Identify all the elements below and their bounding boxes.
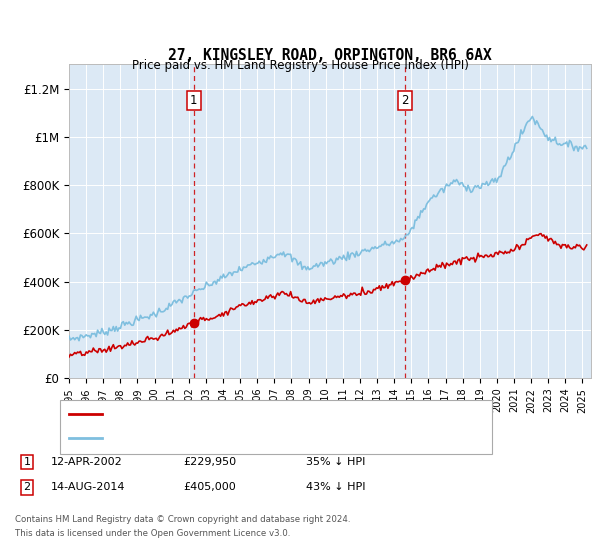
Text: 12-APR-2002: 12-APR-2002 [51,457,123,467]
Text: 14-AUG-2014: 14-AUG-2014 [51,482,125,492]
Title: 27, KINGSLEY ROAD, ORPINGTON, BR6 6AX: 27, KINGSLEY ROAD, ORPINGTON, BR6 6AX [168,48,492,63]
Text: 43% ↓ HPI: 43% ↓ HPI [306,482,365,492]
Text: HPI: Average price, detached house, Bromley: HPI: Average price, detached house, Brom… [109,433,357,444]
Text: This data is licensed under the Open Government Licence v3.0.: This data is licensed under the Open Gov… [15,529,290,538]
Text: 1: 1 [23,457,31,467]
Text: 2: 2 [23,482,31,492]
Text: 35% ↓ HPI: 35% ↓ HPI [306,457,365,467]
Text: 27, KINGSLEY ROAD, ORPINGTON, BR6 6AX (detached house): 27, KINGSLEY ROAD, ORPINGTON, BR6 6AX (d… [109,409,445,419]
Text: £229,950: £229,950 [183,457,236,467]
Text: Contains HM Land Registry data © Crown copyright and database right 2024.: Contains HM Land Registry data © Crown c… [15,515,350,524]
Text: Price paid vs. HM Land Registry's House Price Index (HPI): Price paid vs. HM Land Registry's House … [131,59,469,72]
Text: £405,000: £405,000 [183,482,236,492]
Text: 1: 1 [190,94,197,107]
Text: 2: 2 [401,94,409,107]
